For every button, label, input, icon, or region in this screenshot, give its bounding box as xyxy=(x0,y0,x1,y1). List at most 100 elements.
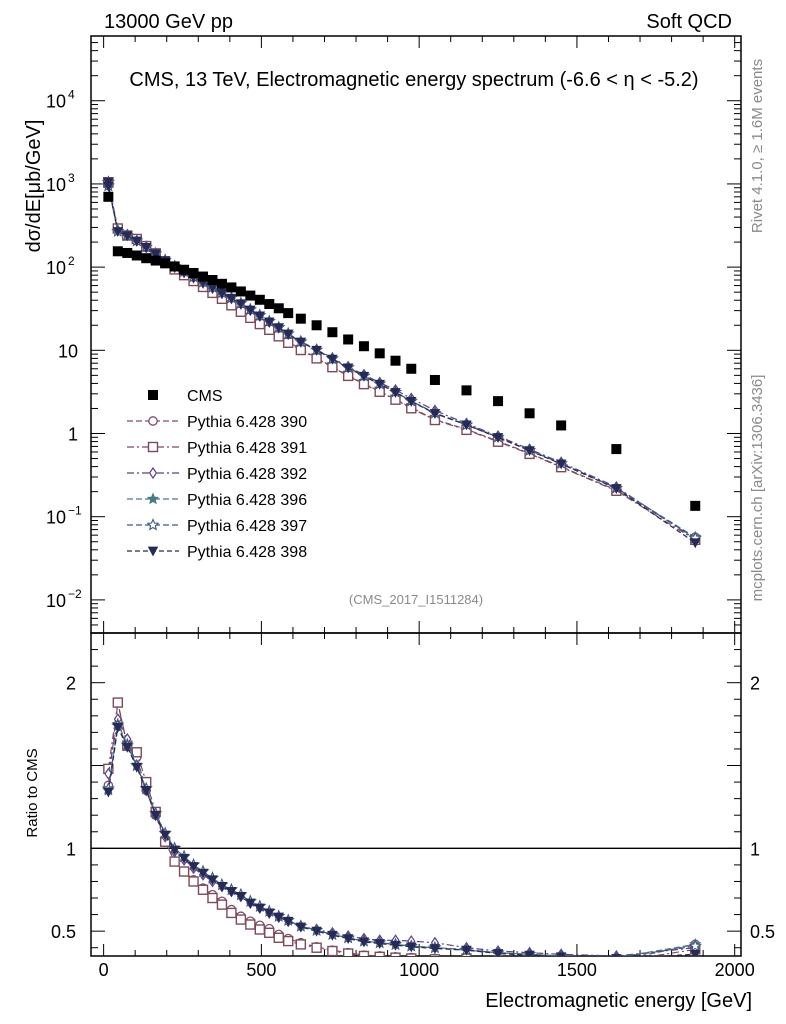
cms-data-point xyxy=(122,247,133,258)
mc-point xyxy=(689,538,701,549)
ratio-point xyxy=(112,697,124,708)
ratio-tick-label-right: 0.5 xyxy=(750,922,775,942)
cms-data-point xyxy=(295,313,306,324)
mc-point xyxy=(140,242,152,253)
ratio-point xyxy=(327,930,338,941)
mc-point xyxy=(327,354,338,365)
cms-data-point xyxy=(188,267,199,278)
ratio-line-6 xyxy=(107,725,696,956)
ratio-point xyxy=(216,899,228,910)
ratio-point xyxy=(264,927,275,939)
cms-data-point xyxy=(283,308,294,319)
mc-point xyxy=(524,446,535,457)
x-tick-label: 1000 xyxy=(399,960,439,980)
cms-data-point xyxy=(179,264,190,275)
mc-point xyxy=(492,433,504,443)
ratio-point xyxy=(226,907,237,919)
y-tick-label: 10 xyxy=(46,508,66,528)
ratio-point xyxy=(492,949,504,956)
legend-marker xyxy=(147,441,159,453)
cms-data-point xyxy=(461,385,472,396)
mc-point xyxy=(264,317,275,328)
mc-point xyxy=(358,371,370,382)
ratio-point xyxy=(226,887,237,897)
cms-data-point xyxy=(141,253,152,264)
ratio-point xyxy=(406,953,417,956)
mc-point xyxy=(235,299,247,310)
cms-data-point xyxy=(160,258,171,269)
cms-data-point xyxy=(226,282,237,293)
mc-point xyxy=(405,397,417,407)
ratio-point xyxy=(405,942,417,953)
ratio-point xyxy=(358,950,370,956)
cms-data-point xyxy=(358,341,369,352)
cms-data-point xyxy=(343,334,354,345)
ratio-point xyxy=(327,945,338,956)
ratio-point xyxy=(169,856,180,867)
mc-point xyxy=(226,293,237,304)
ratio-tick-label: 0.5 xyxy=(51,922,76,942)
ratio-point xyxy=(282,916,294,927)
ratio-point xyxy=(207,875,218,886)
ratio-point xyxy=(524,954,535,956)
ratio-point xyxy=(609,950,623,956)
ratio-point xyxy=(342,934,354,945)
mcplots-source-label: mcplots.cern.ch [arXiv:1306.3436] xyxy=(749,375,766,602)
cms-data-point xyxy=(690,500,701,511)
y-tick-label: 10 xyxy=(46,591,66,611)
cms-data-point xyxy=(216,278,227,289)
mc-point xyxy=(282,329,294,340)
cms-data-point xyxy=(198,271,209,282)
ratio-point xyxy=(188,862,199,873)
mc-point xyxy=(216,288,228,299)
cms-data-point xyxy=(112,246,123,257)
cms-data-point xyxy=(273,303,284,314)
y-tick-exponent: −1 xyxy=(68,504,82,518)
ratio-point xyxy=(311,926,322,937)
mc-point xyxy=(295,337,307,348)
y-tick-label: 10 xyxy=(46,258,66,278)
ratio-line-5 xyxy=(107,723,696,956)
ratio-point xyxy=(178,853,190,864)
ratio-point xyxy=(492,954,504,956)
ratio-point xyxy=(197,868,209,879)
ratio-tick-label-right: 1 xyxy=(750,839,760,859)
ratio-point xyxy=(429,944,441,954)
ratio-point xyxy=(555,952,567,956)
y-tick-label: 1 xyxy=(68,425,78,445)
ratio-point xyxy=(273,912,285,923)
mc-point xyxy=(131,236,143,247)
legend-label: Pythia 6.428 392 xyxy=(187,466,307,483)
beam-label: 13000 GeV pp xyxy=(104,11,233,33)
ratio-point xyxy=(374,939,385,950)
ratio-point xyxy=(197,884,209,895)
legend-marker xyxy=(147,546,159,557)
ratio-line-4 xyxy=(107,722,696,956)
mc-point xyxy=(461,420,472,431)
mc-point xyxy=(245,305,256,316)
ratio-point xyxy=(254,903,266,914)
ratio-point xyxy=(374,951,385,956)
mc-point xyxy=(374,379,385,390)
mc-point xyxy=(390,388,401,398)
ratio-tick-label: 2 xyxy=(66,674,76,694)
x-tick-label: 500 xyxy=(246,960,276,980)
ratio-y-axis-label: Ratio to CMS xyxy=(24,748,41,837)
legend-cms-marker xyxy=(148,390,158,400)
mc-point xyxy=(254,311,266,322)
y-tick-exponent: 3 xyxy=(68,171,75,185)
ratio-point xyxy=(358,937,370,948)
cms-data-point xyxy=(131,250,142,261)
ratio-point xyxy=(689,949,701,956)
mc-point xyxy=(342,363,354,374)
cms-data-point xyxy=(264,299,275,310)
ratio-point xyxy=(273,932,284,943)
ratio-point xyxy=(216,882,228,892)
ratio-point xyxy=(390,952,401,956)
cms-data-point xyxy=(207,275,218,286)
ratio-point xyxy=(612,957,621,966)
ratio-point xyxy=(245,919,256,930)
ratio-point xyxy=(131,762,143,773)
analysis-id-label: (CMS_2017_I1511284) xyxy=(349,592,483,607)
